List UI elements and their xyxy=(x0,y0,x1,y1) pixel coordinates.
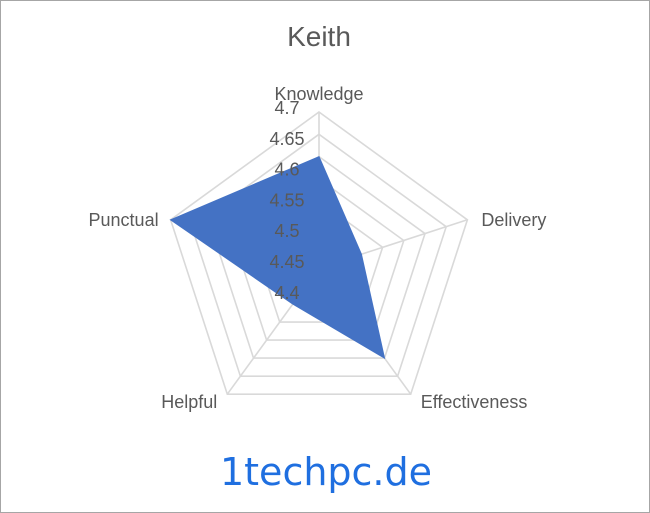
tick-label: 4.5 xyxy=(274,221,299,241)
tick-label: 4.4 xyxy=(274,283,299,303)
category-label: Helpful xyxy=(161,392,217,412)
grid-ring xyxy=(169,111,469,396)
category-label: Punctual xyxy=(89,210,159,230)
tick-label: 4.7 xyxy=(274,98,299,118)
series-area xyxy=(169,155,386,360)
category-label: Effectiveness xyxy=(421,392,528,412)
tick-label: 4.65 xyxy=(269,129,304,149)
chart-title: Keith xyxy=(287,21,351,52)
category-label: Knowledge xyxy=(274,84,363,104)
tick-label: 4.45 xyxy=(269,252,304,272)
category-label: Delivery xyxy=(481,210,546,230)
tick-label: 4.6 xyxy=(274,160,299,180)
tick-label: 4.55 xyxy=(269,190,304,210)
series-layer xyxy=(169,155,386,360)
watermark: 1techpc.de xyxy=(220,450,432,494)
category-labels: Knowledge Delivery Effectiveness Helpful Pun… xyxy=(89,84,547,412)
tick-labels: 4.7 4.65 4.6 4.55 4.5 4.45 4.4 xyxy=(269,98,304,303)
